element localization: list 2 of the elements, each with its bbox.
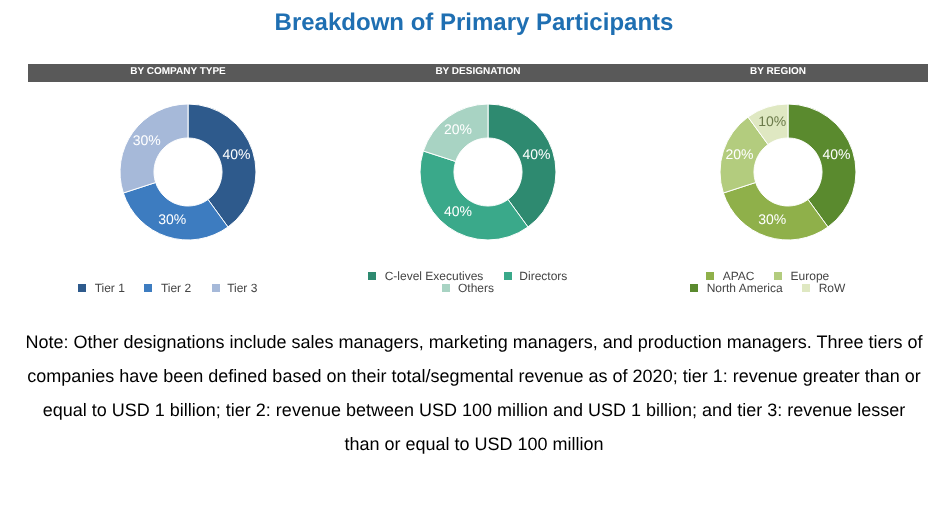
text: Breakdown of Primary Participants xyxy=(272,6,676,36)
text: Note: Other designations include sales managers, marketing managers, and production managers. Three tiers of companies have been defined based on their total/segmental revenue as of 2020; tier 1: revenue greater than or equal to USD 1 billion; tier 2: revenue between USD 100 million and USD 1 billion; and tier 3: revenue lesser than or equal to USD 100 million xyxy=(23,330,925,458)
